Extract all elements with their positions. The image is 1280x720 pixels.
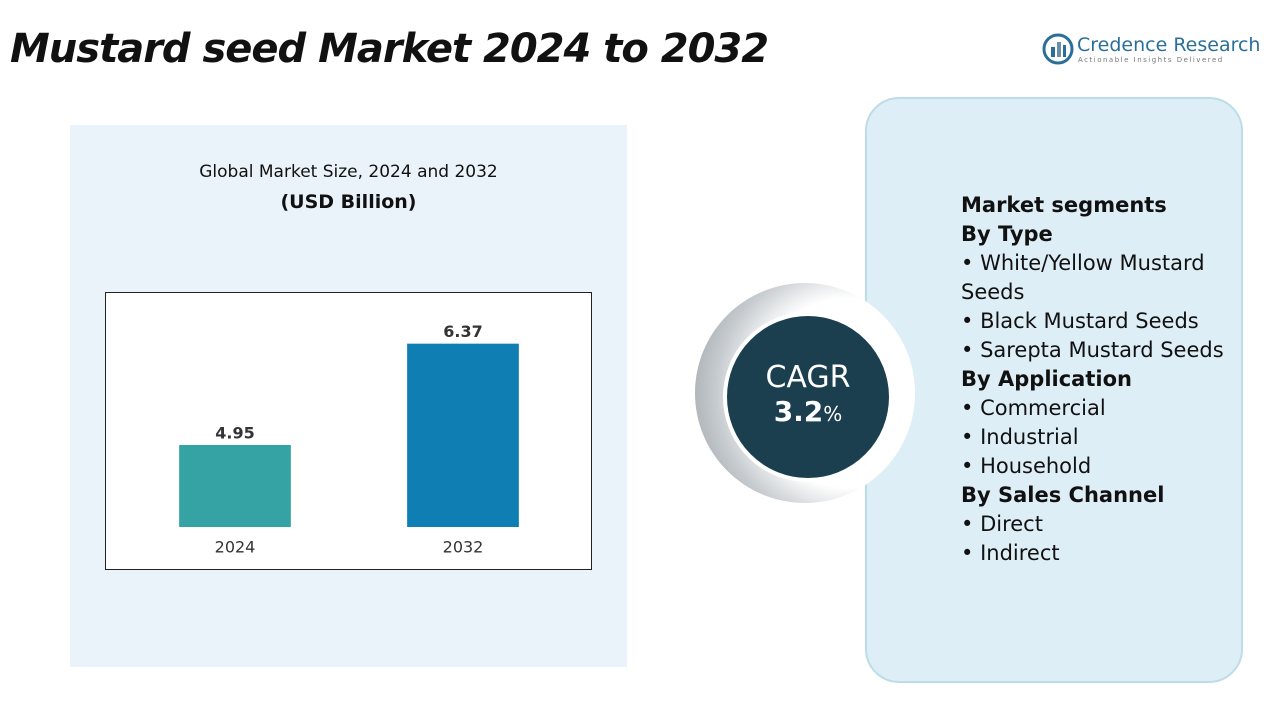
- segment-item: Sarepta Mustard Seeds: [961, 336, 1243, 365]
- brand-tagline: Actionable Insights Delivered: [1078, 56, 1224, 64]
- cagr-label: CAGR: [765, 360, 851, 395]
- brand-name: Credence Research: [1077, 34, 1261, 56]
- x-tick-label: 2032: [443, 538, 484, 557]
- segment-list: Market segments By Type White/Yellow Must…: [961, 191, 1243, 568]
- segment-item: White/Yellow Mustard Seeds: [961, 249, 1243, 307]
- data-label: 6.37: [443, 322, 482, 341]
- page-title: Mustard seed Market 2024 to 2032: [10, 26, 769, 72]
- segment-heading: By Sales Channel: [961, 483, 1165, 507]
- segment-heading: By Application: [961, 367, 1132, 391]
- data-label: 4.95: [215, 423, 254, 442]
- segment-item: Industrial: [961, 423, 1243, 452]
- x-tick-label: 2024: [215, 538, 256, 557]
- cagr-unit: %: [823, 402, 843, 426]
- segment-item: Indirect: [961, 539, 1243, 568]
- cagr-value: 3.2: [773, 395, 824, 428]
- chart-title: Global Market Size, 2024 and 2032: [199, 162, 498, 182]
- segment-item: Direct: [961, 510, 1243, 539]
- segment-item: Commercial: [961, 394, 1243, 423]
- bar: [179, 444, 291, 527]
- segments-panel: [865, 97, 1243, 683]
- chart: 2024 4.95 2032 6.37: [105, 292, 592, 570]
- logo-icon: [1042, 33, 1074, 65]
- cagr-badge: CAGR 3.2%: [723, 312, 893, 482]
- segment-heading: By Type: [961, 222, 1053, 246]
- segment-item: Household: [961, 452, 1243, 481]
- segments-title: Market segments: [961, 193, 1167, 217]
- segment-item: Black Mustard Seeds: [961, 307, 1243, 336]
- bar: [407, 343, 519, 527]
- chart-subtitle: (USD Billion): [280, 191, 417, 213]
